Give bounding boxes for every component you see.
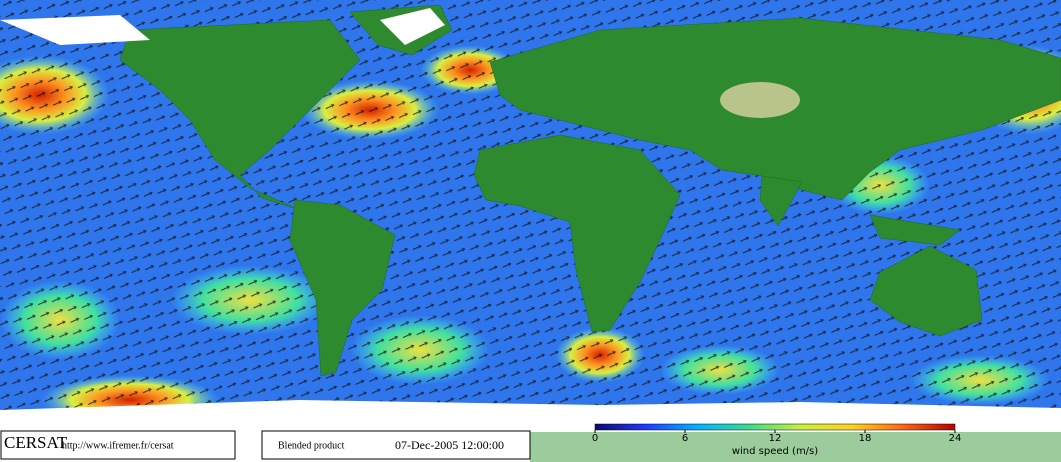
colorbar [594,423,956,431]
map [0,0,1061,430]
product: Blended product [278,440,345,451]
colorbar-label: wind speed (m/s) [732,446,818,457]
antarctica-strip [530,432,1061,462]
continents [119,4,1061,377]
source-url: http://www.ifremer.fr/cersat [62,440,174,451]
product-box [261,430,531,460]
colorbar-tick-label: 18 [859,433,872,444]
colorbar-tick-label: 6 [682,433,688,444]
datetime: 07-Dec-2005 12:00:00 [395,438,504,452]
colorbar-tick-label: 24 [949,433,962,444]
logo: CERSAT [4,433,68,452]
colorbar-tick-label: 12 [769,433,782,444]
colorbar-tick-label: 0 [592,433,598,444]
credit-box [0,430,236,460]
